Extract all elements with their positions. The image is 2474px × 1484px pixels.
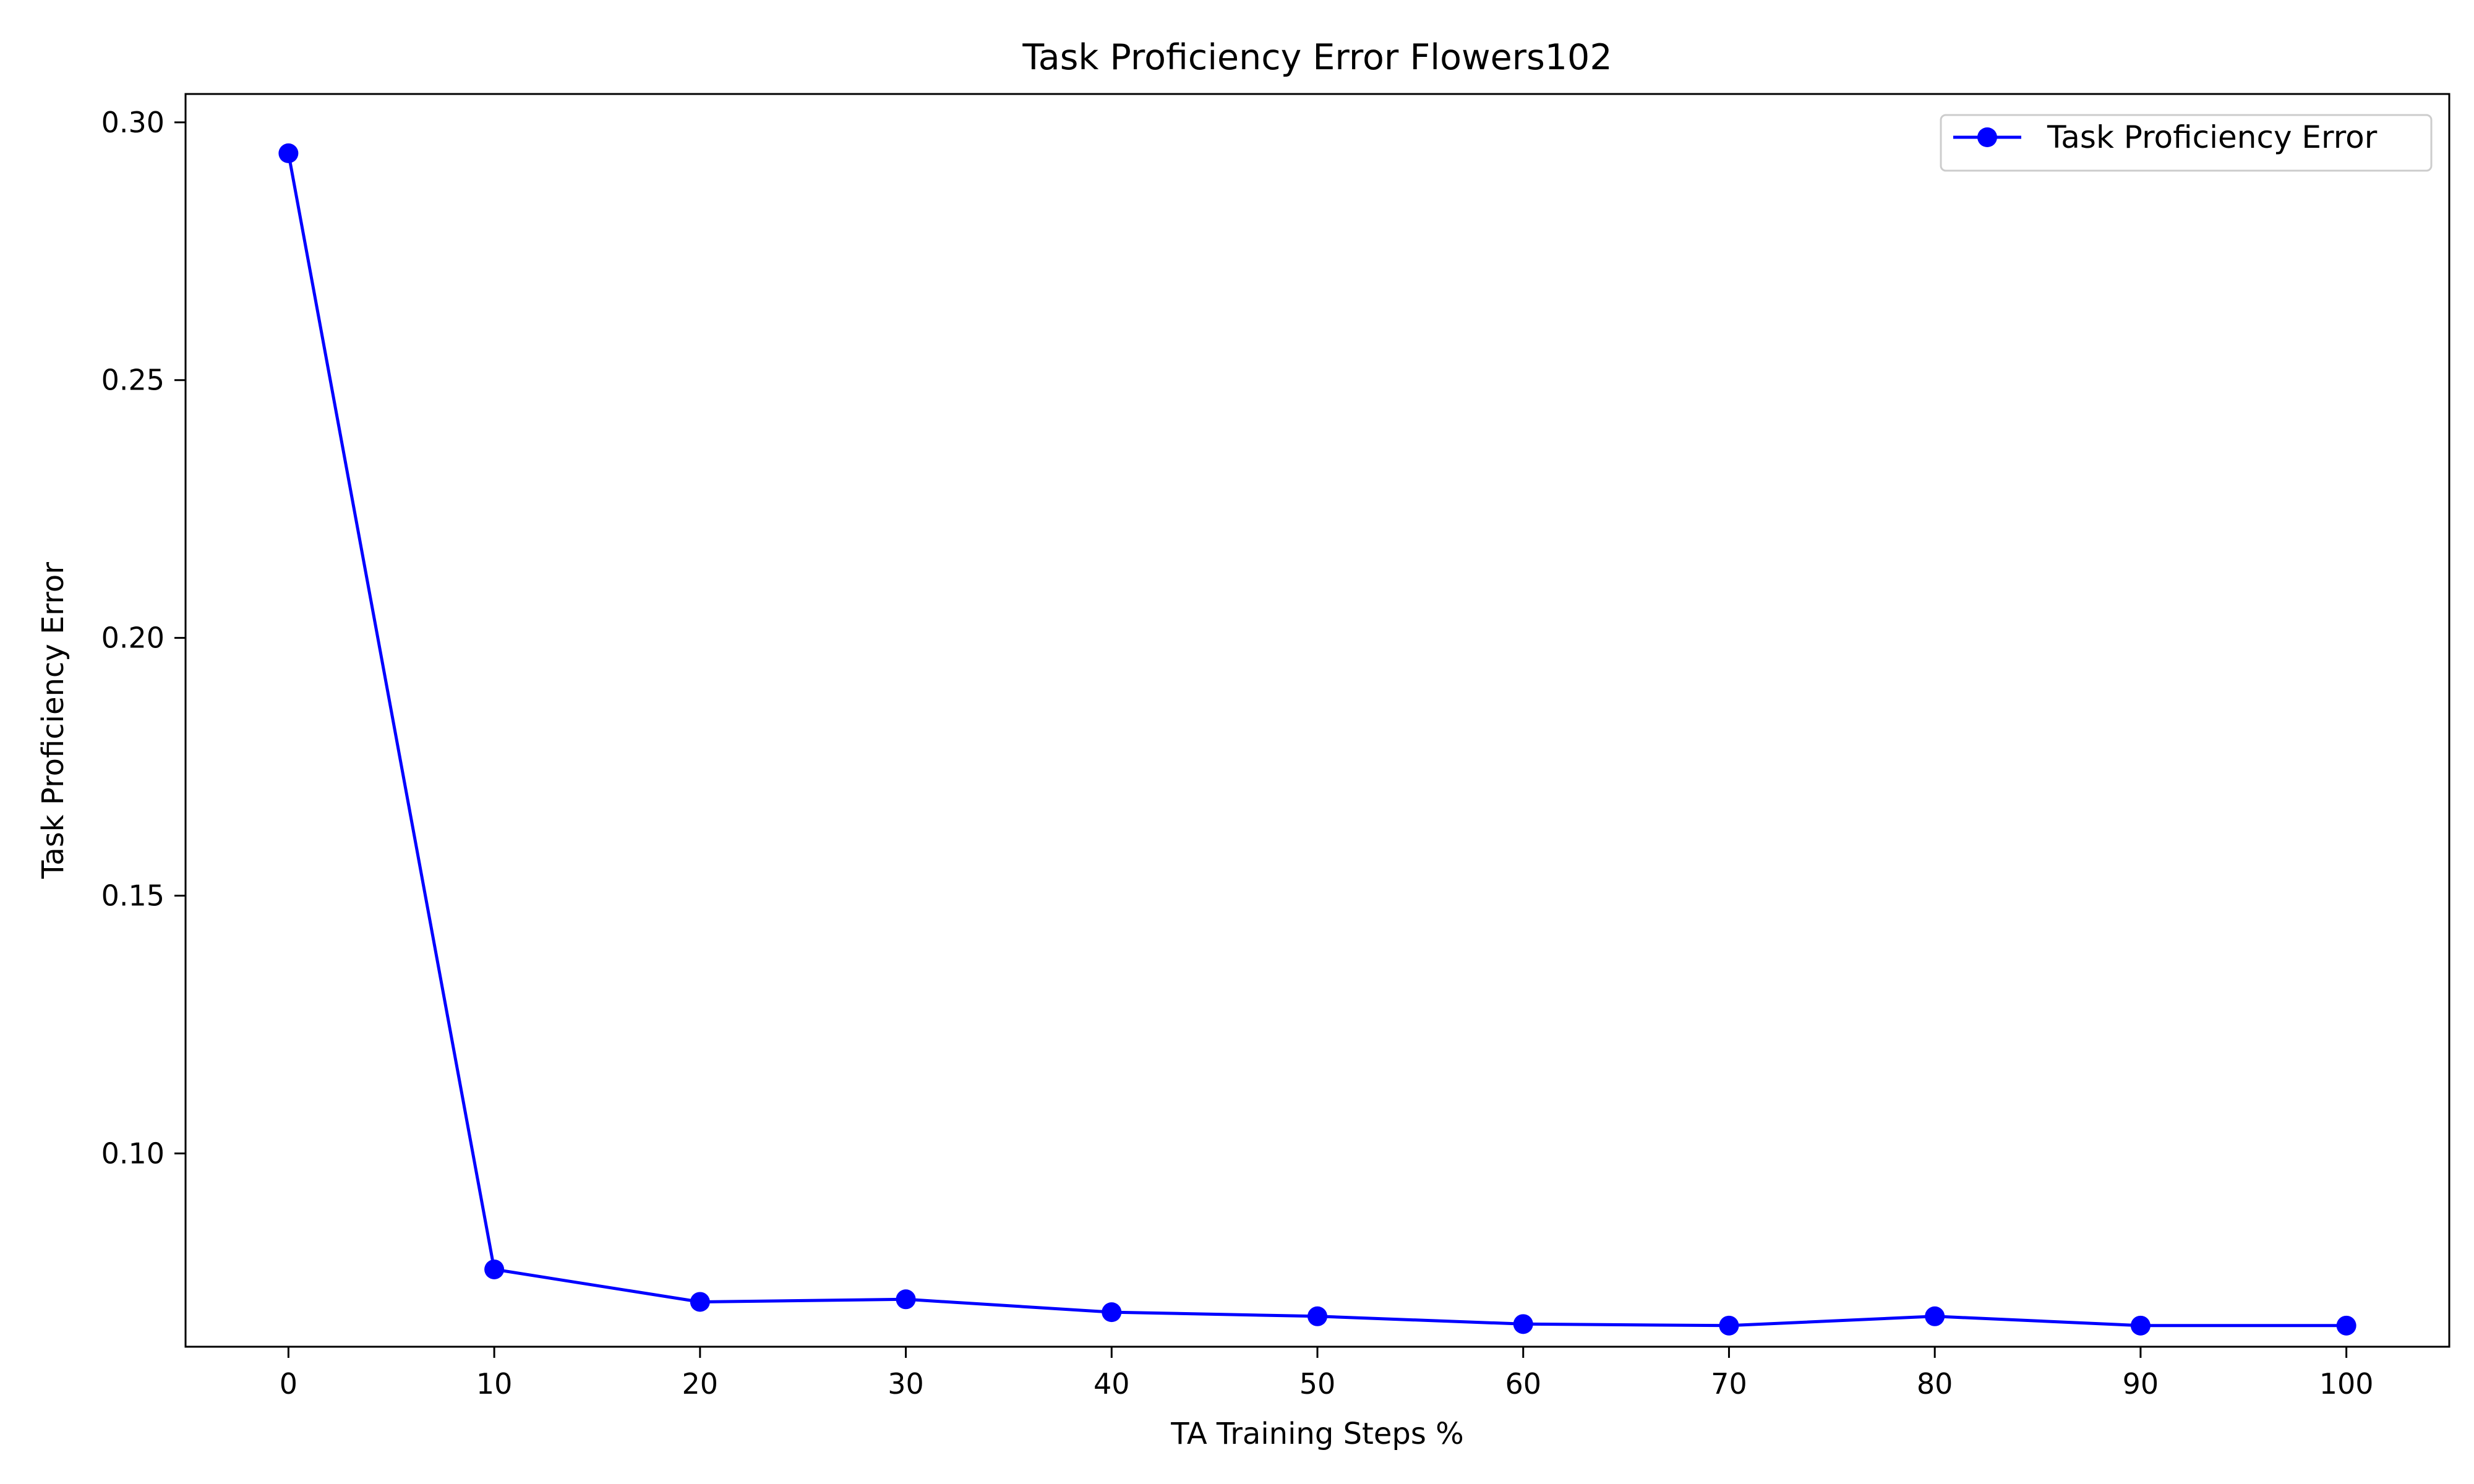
x-tick-label: 10 bbox=[476, 1367, 513, 1401]
data-point bbox=[896, 1289, 916, 1310]
data-point bbox=[1719, 1315, 1739, 1336]
y-axis-label: Task Proficiency Error bbox=[36, 562, 71, 879]
data-point bbox=[2336, 1315, 2356, 1336]
x-tick-label: 40 bbox=[1094, 1367, 1130, 1401]
y-tick-label: 0.20 bbox=[101, 621, 165, 655]
legend-box bbox=[1940, 114, 2433, 172]
x-axis: 0 10 20 30 40 50 60 70 80 90 100 bbox=[280, 1347, 2374, 1401]
chart-title: Task Proficiency Error Flowers102 bbox=[1022, 37, 1612, 78]
legend-marker bbox=[1977, 127, 1997, 147]
x-axis-label: TA Training Steps % bbox=[1170, 1417, 1464, 1451]
y-tick-label: 0.15 bbox=[101, 879, 165, 912]
y-axis: 0.10 0.15 0.20 0.25 0.30 bbox=[101, 106, 186, 1170]
x-tick-label: 30 bbox=[888, 1367, 924, 1401]
data-point bbox=[1925, 1306, 1945, 1326]
x-tick-label: 90 bbox=[2123, 1367, 2159, 1401]
y-tick-label: 0.25 bbox=[101, 364, 165, 397]
x-tick-label: 20 bbox=[682, 1367, 719, 1401]
data-point bbox=[1102, 1302, 1122, 1323]
x-tick-label: 100 bbox=[2319, 1367, 2374, 1401]
legend-entry-label: Task Proficiency Error bbox=[2047, 119, 2378, 155]
data-point bbox=[1308, 1306, 1327, 1326]
y-tick-label: 0.10 bbox=[101, 1136, 165, 1170]
data-point bbox=[484, 1259, 505, 1279]
data-point bbox=[278, 143, 299, 163]
legend: Task Proficiency Error bbox=[1940, 114, 2433, 172]
data-point bbox=[690, 1292, 710, 1312]
series-layer bbox=[278, 143, 2356, 1336]
x-tick-label: 50 bbox=[1299, 1367, 1336, 1401]
data-point bbox=[2130, 1315, 2151, 1336]
x-tick-label: 70 bbox=[1711, 1367, 1747, 1401]
x-tick-label: 0 bbox=[280, 1367, 297, 1401]
y-tick-label: 0.30 bbox=[101, 106, 165, 139]
x-tick-label: 80 bbox=[1917, 1367, 1953, 1401]
data-point bbox=[1513, 1314, 1533, 1334]
x-tick-label: 60 bbox=[1505, 1367, 1541, 1401]
